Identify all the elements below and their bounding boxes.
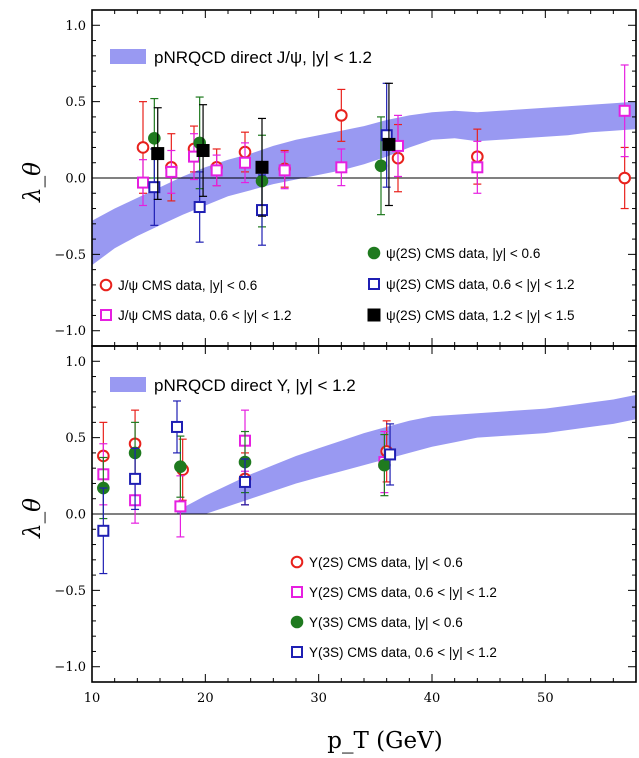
legend-band-label: pNRQCD direct Υ, |y| < 1.2 [154,376,356,395]
theory-band [92,101,636,266]
legend-label: J/ψ CMS data, |y| < 0.6 [118,278,257,293]
data-point [148,131,161,145]
legend-label: Υ(2S) CMS data, |y| < 0.6 [309,555,463,570]
y-axis-title: λ_θ [20,162,46,203]
legend-label: ψ(2S) CMS data, |y| < 0.6 [386,246,540,261]
y-tick-label: 0.5 [65,95,86,110]
y-tick-label: −1.0 [54,324,86,339]
legend-label: Υ(3S) CMS data, |y| < 0.6 [309,615,463,630]
legend-marker [367,246,381,260]
legend-label: J/ψ CMS data, 0.6 < |y| < 1.2 [118,308,291,323]
data-point [165,165,178,178]
data-point [239,156,251,169]
y-tick-label: 0.5 [65,431,86,446]
legend-marker [368,278,380,290]
data-point [97,524,110,537]
legend-marker [290,555,304,569]
y-tick-label: −1.0 [54,660,86,675]
legend-label: ψ(2S) CMS data, 1.2 < |y| < 1.5 [386,308,574,323]
data-point [384,448,397,461]
y-tick-label: 0.0 [65,508,86,523]
legend-band-swatch [110,49,146,64]
y-tick-label: 1.0 [65,355,86,370]
legend-band-swatch [110,377,146,392]
data-point [148,181,161,194]
data-point [278,164,291,177]
data-point [174,460,187,473]
y-tick-label: 0.0 [65,172,86,187]
legend-marker [99,278,113,292]
data-point [151,147,165,161]
data-point [255,160,269,174]
legend-marker [290,615,304,629]
y-tick-label: −0.5 [54,248,86,263]
legend-label: Υ(3S) CMS data, 0.6 < |y| < 1.2 [309,645,497,660]
data-point [174,500,187,513]
data-point [239,475,251,488]
x-tick-label: 50 [537,691,554,706]
data-point [374,159,388,173]
data-point [171,420,183,433]
x-tick-label: 30 [310,691,327,706]
data-point [618,171,631,185]
data-point [210,164,223,177]
data-point [335,161,348,174]
x-tick-label: 20 [197,691,214,706]
data-point [129,472,142,485]
legend-marker [100,309,112,321]
legend-label: ψ(2S) CMS data, 0.6 < |y| < 1.2 [386,277,574,292]
data-point [196,144,210,158]
data-point [618,104,631,117]
legend-band-label: pNRQCD direct J/ψ, |y| < 1.2 [154,48,372,67]
x-tick-label: 40 [424,691,441,706]
y-axis-title: λ_θ [20,498,46,539]
data-point [137,176,149,189]
legend-marker [291,586,303,598]
data-point [136,141,150,154]
data-point [382,137,396,151]
legend-label: Υ(2S) CMS data, 0.6 < |y| < 1.2 [309,585,497,600]
data-point [335,109,348,122]
data-point [193,201,206,214]
data-point [471,161,484,174]
legend-marker [367,308,381,322]
y-tick-label: −0.5 [54,584,86,599]
x-tick-label: 10 [84,691,101,706]
legend-marker [291,646,303,658]
theory-band [177,394,636,514]
data-point [378,458,391,472]
y-tick-label: 1.0 [65,19,86,34]
x-axis-title: p_T (GeV) [327,728,442,754]
